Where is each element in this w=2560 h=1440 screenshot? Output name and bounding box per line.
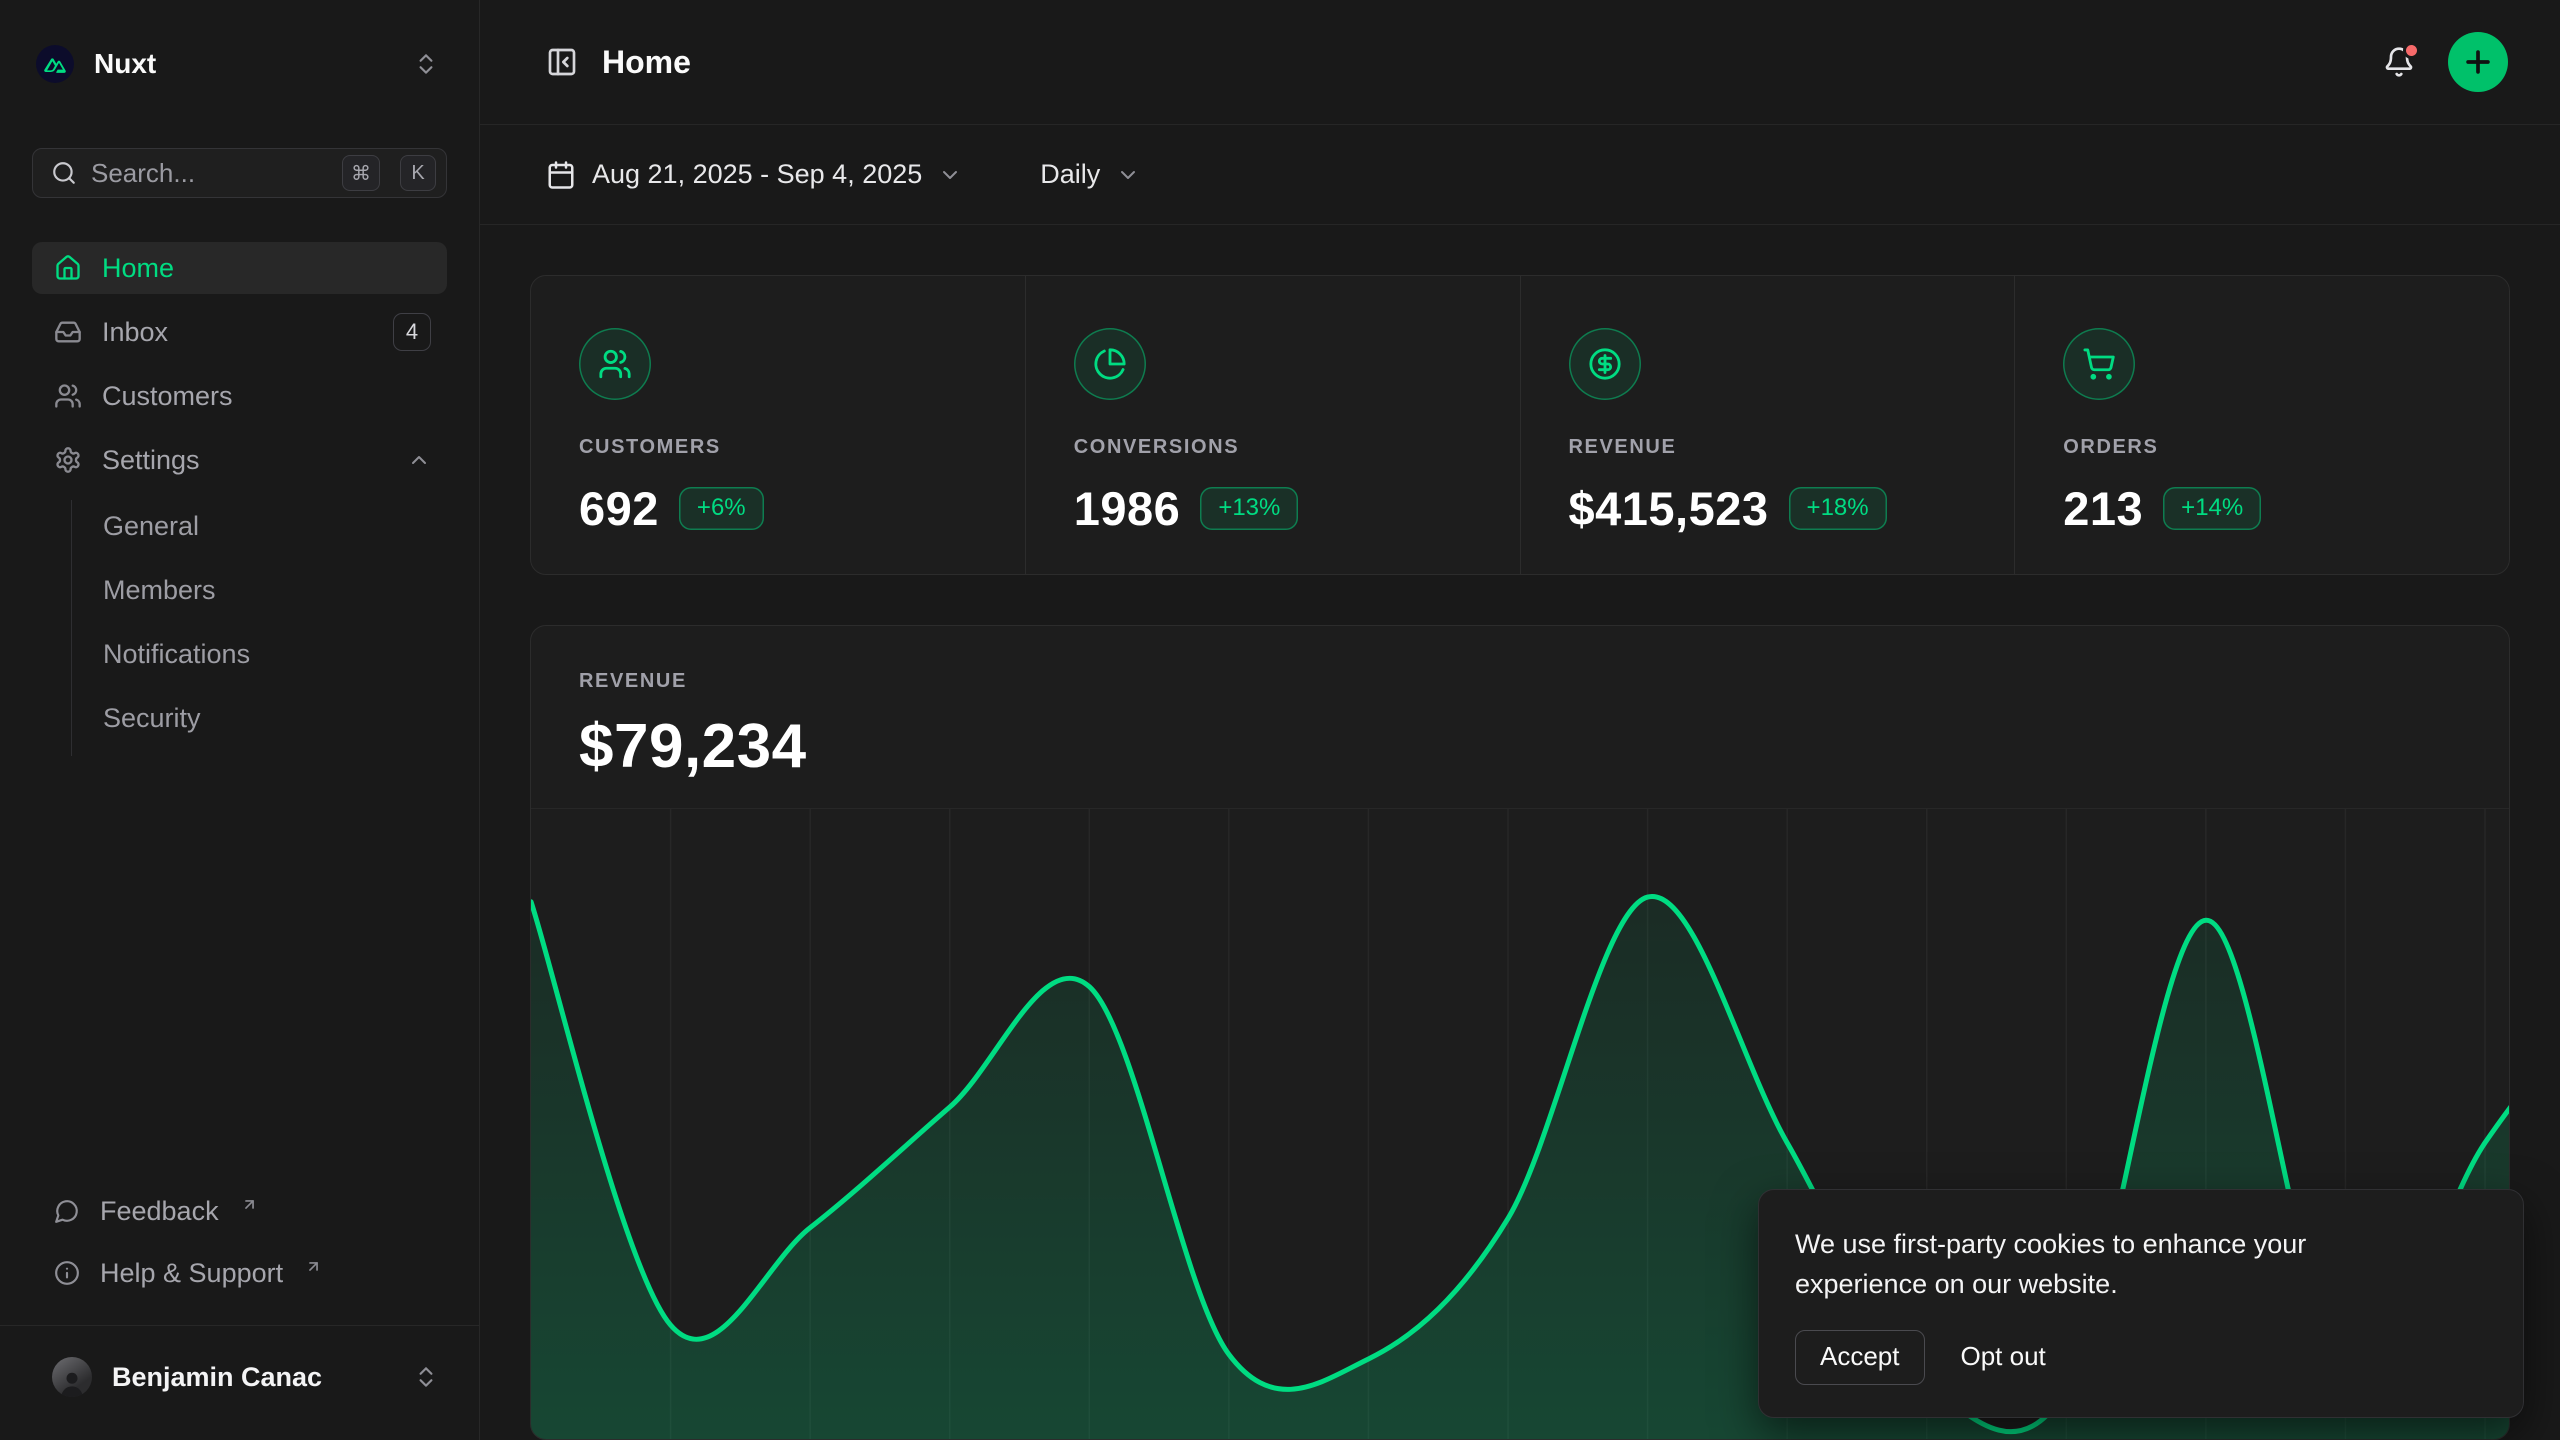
workspace-name: Nuxt [94, 48, 393, 80]
cookie-actions: Accept Opt out [1795, 1330, 2487, 1385]
revenue-chart-header: REVENUE $79,234 [531, 626, 2509, 782]
search-icon [51, 160, 77, 186]
cookie-banner: We use first-party cookies to enhance yo… [1758, 1189, 2524, 1418]
accept-button[interactable]: Accept [1795, 1330, 1925, 1385]
stat-label: CONVERSIONS [1074, 436, 1480, 459]
chevron-down-icon [1116, 163, 1140, 187]
user-menu-button[interactable]: Benjamin Canac [32, 1340, 447, 1414]
stat-value: 213 [2063, 481, 2143, 536]
sub-item-label: Members [103, 575, 216, 606]
sub-item-label: Security [103, 703, 201, 734]
pie-chart-icon [1074, 328, 1146, 400]
sidebar-item-notifications[interactable]: Notifications [103, 628, 447, 680]
collapse-sidebar-button[interactable] [546, 46, 578, 78]
sidebar-item-label: Inbox [102, 317, 373, 348]
search-input-wrapper: ⌘ K [32, 148, 447, 198]
stat-delta-badge: +18% [1789, 487, 1887, 530]
opt-out-button[interactable]: Opt out [1961, 1331, 2046, 1384]
sidebar-divider [0, 1325, 479, 1326]
foot-link-label: Help & Support [100, 1258, 283, 1289]
sidebar-item-label: Home [102, 253, 431, 284]
stat-revenue: REVENUE $415,523 +18% [1520, 276, 2015, 574]
stat-label: ORDERS [2063, 436, 2469, 459]
stats-card: CUSTOMERS 692 +6% CONVERSIONS 1986 +13% [530, 275, 2510, 575]
nuxt-logo-icon [36, 45, 74, 83]
users-icon [54, 382, 82, 410]
settings-subnav: General Members Notifications Security [71, 500, 447, 756]
sidebar-item-home[interactable]: Home [32, 242, 447, 294]
inbox-count-badge: 4 [393, 313, 431, 351]
user-name: Benjamin Canac [112, 1362, 393, 1393]
gear-icon [54, 446, 82, 474]
search-input[interactable] [91, 158, 328, 189]
external-link-icon [241, 1196, 258, 1213]
stat-orders: ORDERS 213 +14% [2014, 276, 2509, 574]
page-header: Home [480, 0, 2560, 125]
sidebar-spacer [32, 766, 447, 1185]
workspace-selector[interactable]: Nuxt [32, 36, 447, 92]
sub-item-label: Notifications [103, 639, 250, 670]
stat-delta-badge: +14% [2163, 487, 2261, 530]
sidebar-item-label: Settings [102, 445, 387, 476]
sidebar-item-settings[interactable]: Settings [32, 434, 447, 486]
circle-dollar-icon [1569, 328, 1641, 400]
filters-toolbar: Aug 21, 2025 - Sep 4, 2025 Daily [480, 125, 2560, 225]
chevrons-up-down-icon [413, 1364, 439, 1390]
page-title: Home [602, 44, 691, 81]
info-circle-icon [54, 1260, 80, 1286]
date-range-value: Aug 21, 2025 - Sep 4, 2025 [592, 159, 922, 190]
sidebar-item-label: Customers [102, 381, 431, 412]
sidebar: Nuxt ⌘ K Home Inb [0, 0, 480, 1440]
inbox-icon [54, 318, 82, 346]
date-range-picker[interactable]: Aug 21, 2025 - Sep 4, 2025 [546, 159, 962, 190]
interval-select[interactable]: Daily [1040, 159, 1140, 190]
feedback-link[interactable]: Feedback [32, 1185, 447, 1237]
users-icon [579, 328, 651, 400]
revenue-chart-value: $79,234 [579, 711, 2461, 782]
sidebar-item-members[interactable]: Members [103, 564, 447, 616]
foot-link-label: Feedback [100, 1196, 219, 1227]
message-circle-icon [54, 1198, 80, 1224]
interval-value: Daily [1040, 159, 1100, 190]
sidebar-item-security[interactable]: Security [103, 692, 447, 744]
stat-conversions: CONVERSIONS 1986 +13% [1025, 276, 1520, 574]
chevron-up-icon [407, 448, 431, 472]
revenue-chart-label: REVENUE [579, 670, 2461, 693]
help-support-link[interactable]: Help & Support [32, 1247, 447, 1299]
stat-customers: CUSTOMERS 692 +6% [531, 276, 1025, 574]
stat-value: 692 [579, 481, 659, 536]
sidebar-item-general[interactable]: General [103, 500, 447, 552]
stat-delta-badge: +13% [1200, 487, 1298, 530]
stat-value: $415,523 [1569, 481, 1769, 536]
add-button[interactable] [2448, 32, 2508, 92]
cookie-message: We use first-party cookies to enhance yo… [1795, 1224, 2415, 1304]
notification-dot [2403, 42, 2420, 59]
header-actions [2380, 32, 2508, 92]
sidebar-footer: Feedback Help & Support Benjami [32, 1185, 447, 1414]
sidebar-nav: Home Inbox 4 Customers Settings [32, 242, 447, 766]
kbd-cmd: ⌘ [342, 155, 380, 191]
stat-label: CUSTOMERS [579, 436, 985, 459]
external-link-icon [305, 1258, 322, 1275]
chevron-down-icon [938, 163, 962, 187]
sub-item-label: General [103, 511, 199, 542]
kbd-k: K [400, 155, 436, 191]
avatar [52, 1357, 92, 1397]
house-icon [54, 254, 82, 282]
stat-label: REVENUE [1569, 436, 1975, 459]
calendar-icon [546, 160, 576, 190]
stat-value: 1986 [1074, 481, 1181, 536]
chevrons-up-down-icon [413, 51, 439, 77]
sidebar-item-inbox[interactable]: Inbox 4 [32, 306, 447, 358]
shopping-cart-icon [2063, 328, 2135, 400]
notifications-bell-button[interactable] [2380, 43, 2418, 81]
sidebar-item-customers[interactable]: Customers [32, 370, 447, 422]
stat-delta-badge: +6% [679, 487, 764, 530]
